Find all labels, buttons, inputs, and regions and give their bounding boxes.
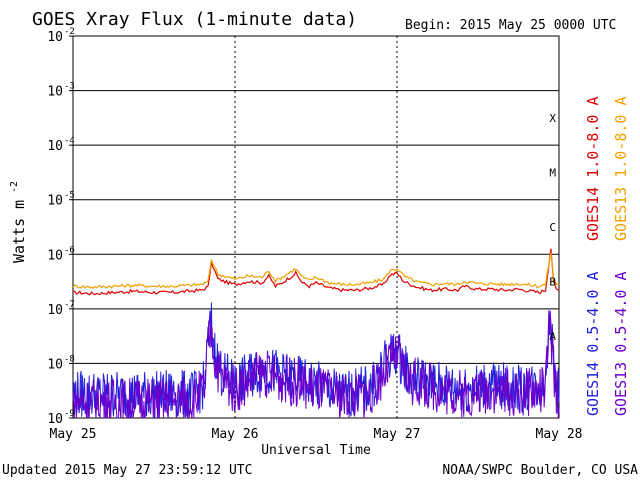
x-tick-label: May 25 (50, 427, 97, 442)
flare-class-label: M (549, 166, 556, 179)
legend-entry: GOES13 0.5-4.0 A (612, 272, 630, 417)
legend-label: GOES13 1.0-8.0 A (612, 97, 630, 242)
y-tick-exponent: -9 (64, 409, 75, 419)
legend: GOES14 1.0-8.0 A GOES13 1.0-8.0 A GOES14 0… (584, 97, 630, 417)
y-tick-exponent: -3 (64, 82, 75, 92)
x-tick-label: May 28 (536, 427, 583, 442)
y-axis-label-text: Watts m (10, 200, 28, 263)
grid (73, 36, 559, 418)
plot-area: X M C B A (72, 35, 560, 419)
legend-entry: GOES13 1.0-8.0 A (612, 97, 630, 242)
y-tick-exponent: -8 (64, 354, 75, 364)
y-axis-label: Watts m -2 (9, 181, 28, 263)
flare-class-label: C (549, 221, 556, 234)
flare-class-label: X (549, 112, 556, 125)
y-tick-exponent: -2 (64, 27, 75, 37)
y-tick-exponent: -5 (64, 191, 75, 201)
x-axis-ticks: May 25 May 26 May 27 May 28 (50, 427, 583, 442)
y-tick-label: 10 (47, 85, 63, 100)
series-line (72, 310, 560, 419)
y-tick-label: 10 (47, 248, 63, 263)
y-tick-label: 10 (47, 412, 63, 427)
series-line (72, 252, 560, 289)
updated-timestamp: Updated 2015 May 27 23:59:12 UTC (2, 463, 252, 478)
plot-frame (72, 35, 560, 419)
y-tick-exponent: -7 (64, 300, 75, 310)
x-axis-label: Universal Time (261, 443, 371, 458)
y-axis-label-exponent: -2 (9, 181, 20, 193)
chart-title: GOES Xray Flux (1-minute data) (32, 9, 357, 30)
x-tick-label: May 27 (374, 427, 421, 442)
flare-class-label: A (549, 330, 556, 343)
legend-label: GOES13 0.5-4.0 A (612, 272, 630, 417)
y-axis-ticks: 10-210-310-410-510-610-710-810-9 (47, 27, 75, 427)
y-tick-exponent: -4 (64, 136, 75, 146)
y-tick-exponent: -6 (64, 245, 75, 255)
flare-class-label: B (549, 276, 556, 289)
legend-label: GOES14 0.5-4.0 A (584, 272, 602, 417)
y-tick-label: 10 (47, 139, 63, 154)
y-tick-label: 10 (47, 357, 63, 372)
y-tick-label: 10 (47, 303, 63, 318)
legend-entry: GOES14 0.5-4.0 A (584, 272, 602, 417)
legend-entry: GOES14 1.0-8.0 A (584, 97, 602, 242)
series-lines (72, 248, 560, 419)
y-tick-label: 10 (47, 30, 63, 45)
noaa-credit: NOAA/SWPC Boulder, CO USA (442, 463, 638, 478)
x-tick-label: May 26 (212, 427, 259, 442)
flare-class-labels: X M C B A (549, 112, 556, 343)
begin-label: Begin: 2015 May 25 0000 UTC (405, 18, 616, 33)
series-line (73, 248, 560, 296)
y-tick-label: 10 (47, 194, 63, 209)
legend-label: GOES14 1.0-8.0 A (584, 97, 602, 242)
